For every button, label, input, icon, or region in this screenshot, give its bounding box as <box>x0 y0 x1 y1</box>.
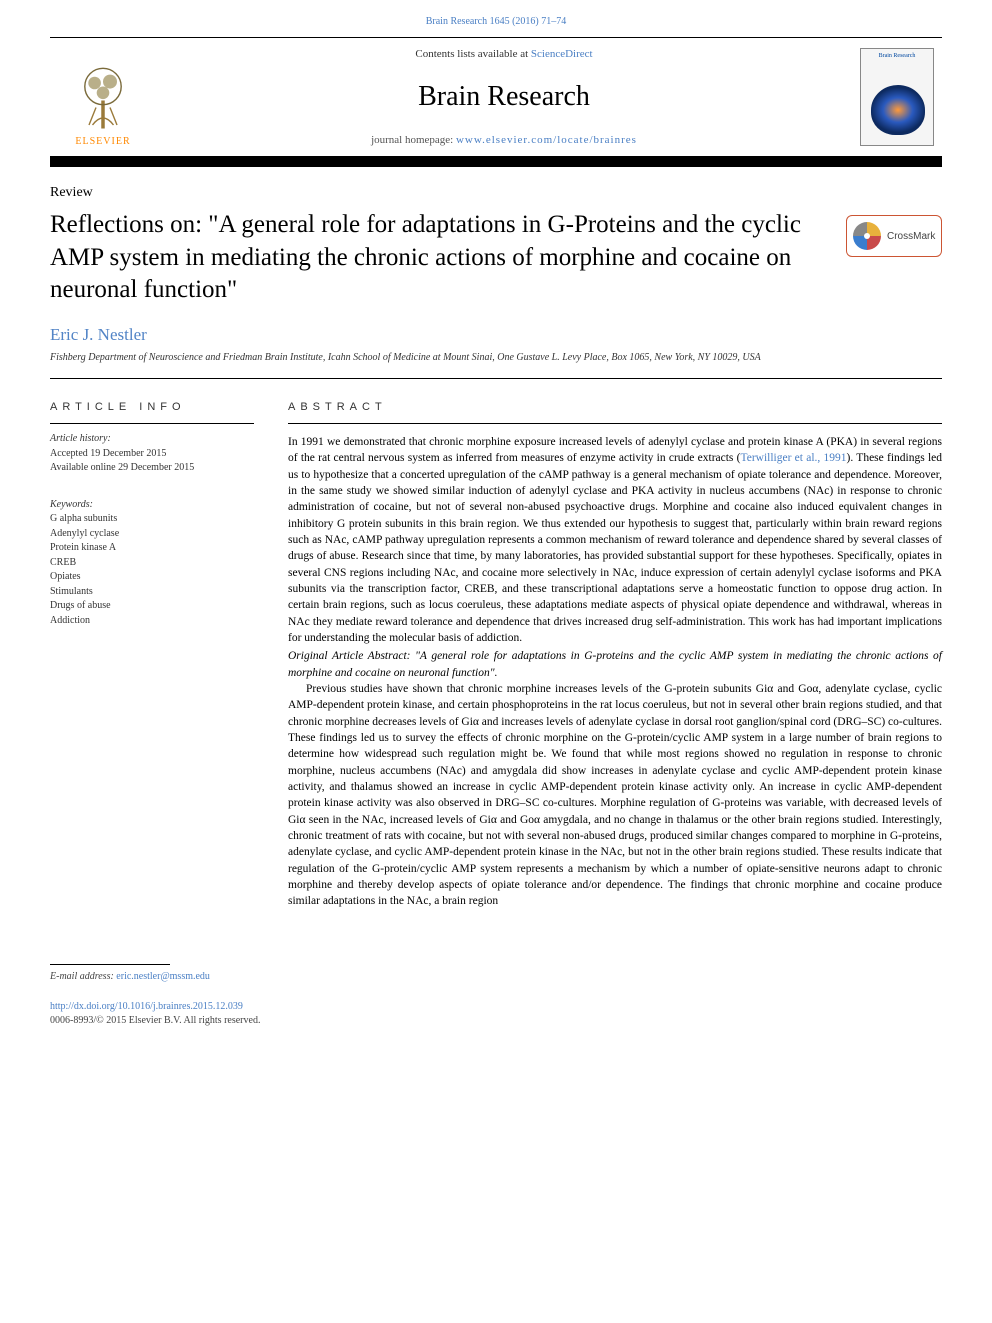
abstract-body: In 1991 we demonstrated that chronic mor… <box>288 434 942 910</box>
keyword: Addiction <box>50 614 254 629</box>
keyword: Drugs of abuse <box>50 599 254 614</box>
email-label: E-mail address: <box>50 971 116 982</box>
article-type: Review <box>50 185 942 201</box>
doi-block: http://dx.doi.org/10.1016/j.brainres.201… <box>50 1000 942 1028</box>
running-head: Brain Research 1645 (2016) 71–74 <box>0 0 992 37</box>
publisher-logo: ELSEVIER <box>58 47 148 147</box>
rule-under-affiliation <box>50 378 942 379</box>
journal-banner: ELSEVIER Contents lists available at Sci… <box>50 37 942 157</box>
page-footer: E-mail address: eric.nestler@mssm.edu ht… <box>50 910 942 1028</box>
abstract-ref-link[interactable]: Terwilliger et al., 1991 <box>741 452 847 464</box>
homepage-prefix: journal homepage: <box>371 134 456 146</box>
author-affiliation: Fishberg Department of Neuroscience and … <box>50 351 942 365</box>
article-info-label: ARTICLE INFO <box>50 401 254 413</box>
keywords-label: Keywords: <box>50 498 254 513</box>
online-date: Available online 29 December 2015 <box>50 461 254 476</box>
sciencedirect-link[interactable]: ScienceDirect <box>531 48 593 60</box>
title-row: Reflections on: "A general role for adap… <box>50 209 942 307</box>
keyword: CREB <box>50 556 254 571</box>
article-info-column: ARTICLE INFO Article history: Accepted 1… <box>50 401 254 910</box>
accepted-date: Accepted 19 December 2015 <box>50 447 254 462</box>
citation-link[interactable]: Brain Research 1645 (2016) 71–74 <box>426 16 567 27</box>
abstract-p2: Previous studies have shown that chronic… <box>288 681 942 910</box>
email-line: E-mail address: eric.nestler@mssm.edu <box>50 971 942 982</box>
history-label: Article history: <box>50 432 254 447</box>
banner-underline <box>50 157 942 167</box>
rule-abstract-top <box>288 423 942 424</box>
contents-line: Contents lists available at ScienceDirec… <box>148 48 860 60</box>
abstract-label: ABSTRACT <box>288 401 942 413</box>
keyword: Adenylyl cyclase <box>50 527 254 542</box>
abstract-column: ABSTRACT In 1991 we demonstrated that ch… <box>288 401 942 910</box>
author-email-link[interactable]: eric.nestler@mssm.edu <box>116 971 210 982</box>
keyword: Opiates <box>50 570 254 585</box>
crossmark-icon <box>853 222 881 250</box>
publisher-name: ELSEVIER <box>75 136 130 147</box>
elsevier-tree-icon <box>68 62 138 132</box>
journal-name: Brain Research <box>148 81 860 113</box>
abstract-p1b: ). These findings led us to hypothesize … <box>288 452 942 644</box>
footer-rule <box>50 964 170 965</box>
homepage-link[interactable]: www.elsevier.com/locate/brainres <box>456 134 637 146</box>
history-block: Article history: Accepted 19 December 20… <box>50 423 254 476</box>
article-content: Review Reflections on: "A general role f… <box>50 167 942 910</box>
crossmark-label: CrossMark <box>887 231 935 242</box>
journal-cover-thumb: Brain Research <box>860 48 934 146</box>
contents-prefix: Contents lists available at <box>415 48 530 60</box>
abstract-p1: In 1991 we demonstrated that chronic mor… <box>288 434 942 646</box>
banner-center: Contents lists available at ScienceDirec… <box>148 38 860 156</box>
doi-link[interactable]: http://dx.doi.org/10.1016/j.brainres.201… <box>50 1001 243 1012</box>
keyword: Protein kinase A <box>50 541 254 556</box>
keyword: G alpha subunits <box>50 512 254 527</box>
keyword: Stimulants <box>50 585 254 600</box>
two-column-layout: ARTICLE INFO Article history: Accepted 1… <box>50 401 942 910</box>
keywords-block: Keywords: G alpha subunits Adenylyl cycl… <box>50 490 254 629</box>
homepage-line: journal homepage: www.elsevier.com/locat… <box>148 134 860 146</box>
author-name: Eric J. Nestler <box>50 325 942 345</box>
cover-title: Brain Research <box>861 49 933 59</box>
article-title: Reflections on: "A general role for adap… <box>50 209 826 307</box>
original-abstract-title: Original Article Abstract: "A general ro… <box>288 648 942 681</box>
issn-copyright: 0006-8993/© 2015 Elsevier B.V. All right… <box>50 1015 260 1026</box>
crossmark-badge[interactable]: CrossMark <box>846 215 942 257</box>
cover-brain-icon <box>871 85 925 135</box>
